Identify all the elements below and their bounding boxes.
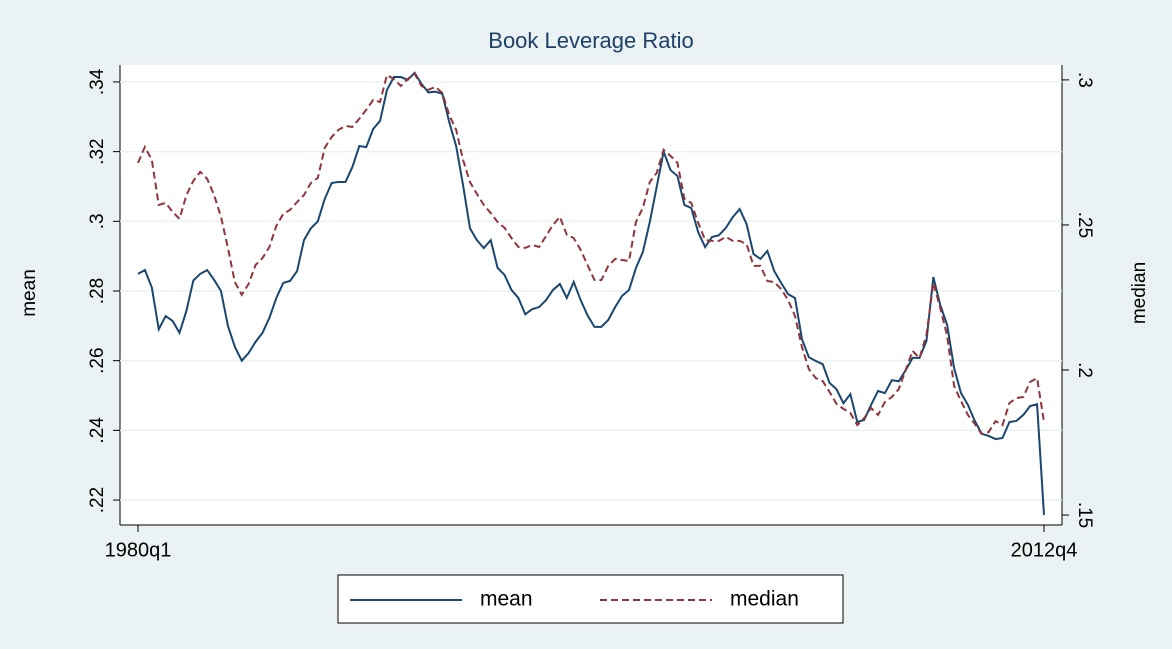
x-tick-label: 1980q1: [105, 539, 172, 561]
legend-label: median: [730, 588, 799, 611]
y-axis-title: mean: [19, 269, 40, 317]
y-tick-label: .32: [87, 138, 108, 164]
y-tick-label: .24: [87, 417, 108, 444]
y2-axis-title: median: [1129, 262, 1150, 324]
y2-tick-label: .25: [1074, 212, 1095, 238]
y2-tick-label: .15: [1074, 502, 1095, 528]
series-line: [137, 72, 1045, 436]
series-line: [137, 71, 1045, 516]
y-tick-label: .3: [87, 213, 108, 229]
y2-tick-label: .2: [1074, 362, 1095, 378]
y-tick-label: .28: [87, 278, 108, 304]
chart-title: Book Leverage Ratio: [488, 28, 693, 53]
plot-area: [120, 65, 1062, 525]
x-tick-label: 2012q4: [1011, 539, 1078, 561]
y-tick-label: .34: [87, 68, 108, 95]
legend-label: mean: [480, 588, 533, 611]
y2-tick-label: .3: [1074, 72, 1095, 88]
y-tick-label: .26: [87, 347, 108, 373]
y-tick-label: .22: [87, 487, 108, 513]
